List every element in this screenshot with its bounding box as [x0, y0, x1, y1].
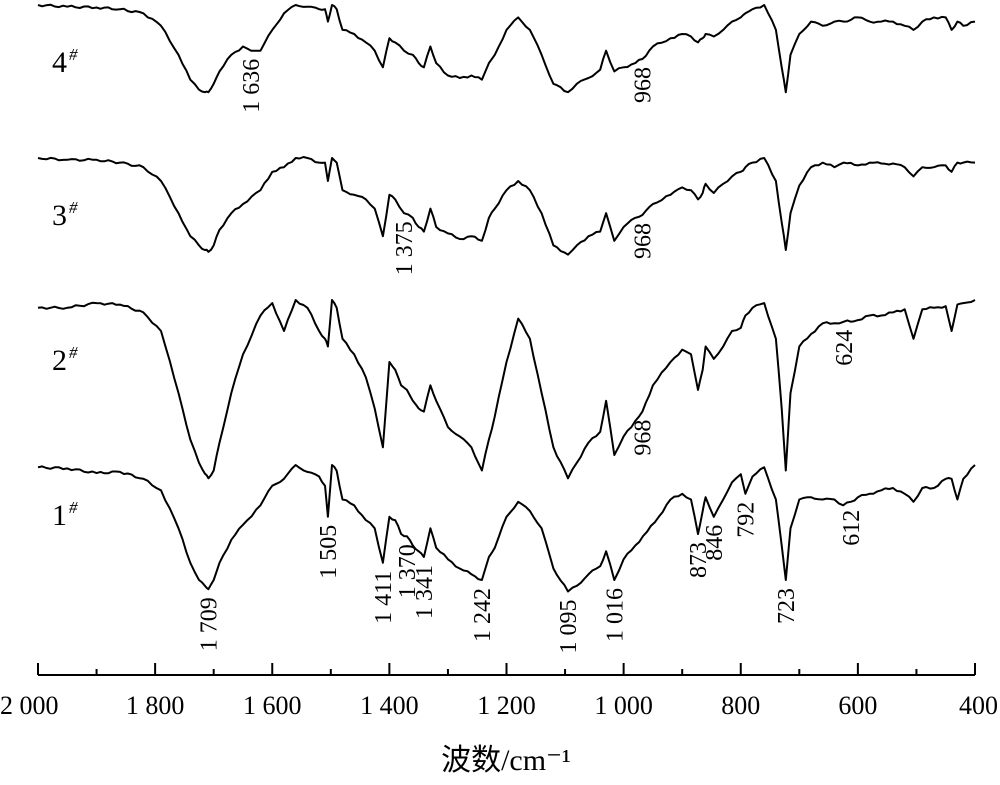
peak-label-4-968: 968: [630, 67, 656, 103]
peak-label-1-1709: 1 709: [196, 597, 222, 651]
peak-label-1-1095: 1 095: [556, 600, 582, 654]
peak-label-1-873: 873: [686, 542, 712, 578]
x-tick-label-1200: 1 200: [477, 691, 536, 720]
spectrum-line-3: [37, 156, 976, 256]
x-tick-label-600: 600: [838, 691, 877, 720]
sample-label-4: 4 #: [52, 45, 78, 79]
sample-label-2: 2 #: [52, 343, 78, 377]
peak-label-1-1370: 1 370: [395, 544, 421, 598]
peak-label-4-1636: 1 636: [239, 59, 265, 113]
sample-label-3: 3 #: [52, 198, 78, 232]
x-tick-label-800: 800: [721, 691, 760, 720]
spectrum-line-1: [37, 464, 976, 593]
x-tick-label-2000: 2 000: [0, 691, 59, 720]
peak-label-1-792: 792: [733, 502, 759, 538]
peak-label-3-968: 968: [630, 223, 656, 259]
sample-label-1: 1 #: [52, 498, 78, 532]
peak-label-1-1505: 1 505: [316, 525, 342, 579]
peak-label-1-1016: 1 016: [602, 588, 628, 642]
peak-label-3-1375: 1 375: [392, 221, 418, 275]
spectra-layer: [37, 3, 976, 593]
peak-label-1-1411: 1 411: [371, 571, 397, 624]
spectrum-line-2: [37, 299, 976, 480]
spectrum-line-4: [37, 3, 976, 94]
peak-label-1-846: 846: [702, 525, 728, 561]
peak-label-1-1341: 1 341: [412, 565, 438, 619]
x-tick-label-1600: 1 600: [243, 691, 302, 720]
peak-label-1-612: 612: [839, 510, 865, 546]
peak-label-1-723: 723: [774, 588, 800, 624]
peak-label-1-1242: 1 242: [470, 588, 496, 642]
x-axis-ticks: 2 000 1 800 1 600 1 400 1 200 1 000 800 600 400: [0, 663, 998, 720]
peak-label-2-968: 968: [630, 420, 656, 456]
x-tick-label-1800: 1 800: [126, 691, 185, 720]
x-axis-title: 波数/cm⁻¹: [441, 744, 571, 777]
peak-label-2-624: 624: [832, 330, 858, 366]
x-tick-label-400: 400: [959, 691, 998, 720]
x-tick-label-1000: 1 000: [594, 691, 653, 720]
x-tick-label-1400: 1 400: [360, 691, 419, 720]
sample-labels: 1 # 2 # 3 # 4 #: [52, 45, 78, 532]
